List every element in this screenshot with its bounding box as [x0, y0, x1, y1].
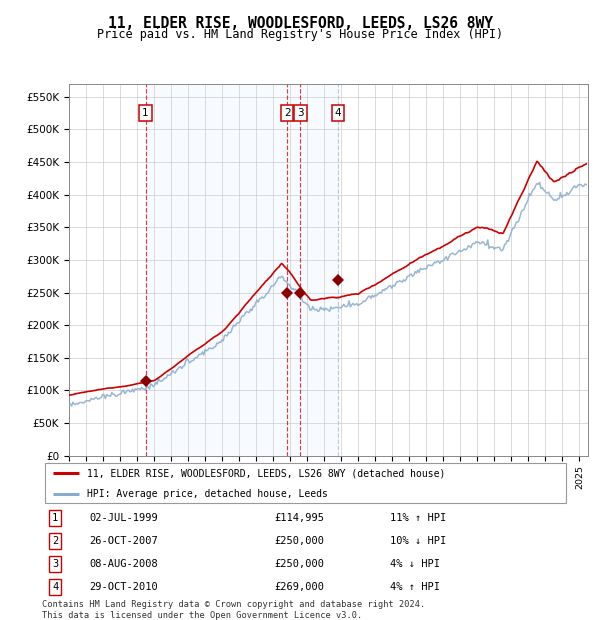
Text: 29-OCT-2010: 29-OCT-2010: [89, 582, 158, 592]
Text: Price paid vs. HM Land Registry's House Price Index (HPI): Price paid vs. HM Land Registry's House …: [97, 28, 503, 41]
Text: Contains HM Land Registry data © Crown copyright and database right 2024.
This d: Contains HM Land Registry data © Crown c…: [42, 600, 425, 619]
Text: 3: 3: [297, 108, 304, 118]
Text: £269,000: £269,000: [274, 582, 325, 592]
Text: 4% ↑ HPI: 4% ↑ HPI: [391, 582, 440, 592]
Text: 4: 4: [335, 108, 341, 118]
Text: 10% ↓ HPI: 10% ↓ HPI: [391, 536, 447, 546]
Text: 11, ELDER RISE, WOODLESFORD, LEEDS, LS26 8WY (detached house): 11, ELDER RISE, WOODLESFORD, LEEDS, LS26…: [87, 468, 445, 478]
Text: 02-JUL-1999: 02-JUL-1999: [89, 513, 158, 523]
Text: £250,000: £250,000: [274, 559, 325, 569]
Text: £114,995: £114,995: [274, 513, 325, 523]
Text: HPI: Average price, detached house, Leeds: HPI: Average price, detached house, Leed…: [87, 489, 328, 499]
FancyBboxPatch shape: [44, 463, 566, 503]
Text: 2: 2: [52, 536, 58, 546]
Text: 1: 1: [52, 513, 58, 523]
Bar: [146, 84, 338, 456]
Text: 11, ELDER RISE, WOODLESFORD, LEEDS, LS26 8WY: 11, ELDER RISE, WOODLESFORD, LEEDS, LS26…: [107, 16, 493, 31]
Text: 26-OCT-2007: 26-OCT-2007: [89, 536, 158, 546]
Text: 3: 3: [52, 559, 58, 569]
Text: 4% ↓ HPI: 4% ↓ HPI: [391, 559, 440, 569]
Text: 4: 4: [52, 582, 58, 592]
Text: 2: 2: [284, 108, 290, 118]
Text: £250,000: £250,000: [274, 536, 325, 546]
Text: 1: 1: [142, 108, 149, 118]
Text: 11% ↑ HPI: 11% ↑ HPI: [391, 513, 447, 523]
Text: 08-AUG-2008: 08-AUG-2008: [89, 559, 158, 569]
